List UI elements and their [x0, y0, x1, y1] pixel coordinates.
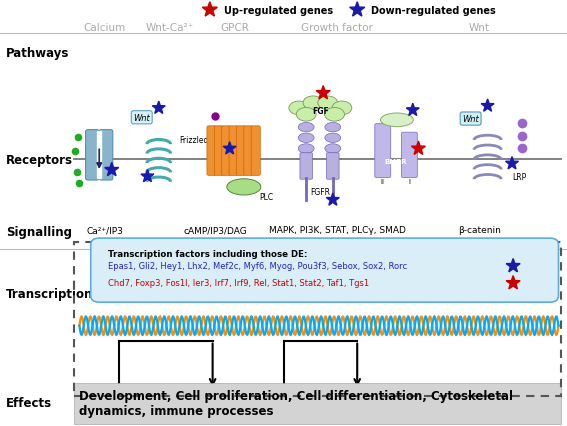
Ellipse shape: [380, 114, 413, 127]
FancyBboxPatch shape: [229, 127, 238, 176]
Polygon shape: [407, 104, 419, 116]
Ellipse shape: [296, 108, 316, 122]
Text: Down-regulated genes: Down-regulated genes: [371, 6, 496, 16]
Text: Up-regulated genes: Up-regulated genes: [224, 6, 333, 16]
FancyBboxPatch shape: [214, 127, 223, 176]
Polygon shape: [350, 3, 365, 17]
Text: G-protein: G-protein: [229, 185, 259, 190]
Polygon shape: [506, 276, 520, 289]
Polygon shape: [97, 132, 101, 179]
Text: Development, Cell proliferation, Cell differentiation, Cytoskeletal
dynamics, im: Development, Cell proliferation, Cell di…: [79, 389, 513, 417]
Polygon shape: [506, 157, 518, 170]
Ellipse shape: [298, 144, 314, 154]
Polygon shape: [223, 142, 236, 155]
Polygon shape: [202, 3, 217, 17]
FancyBboxPatch shape: [300, 153, 312, 180]
Text: Wnt: Wnt: [468, 23, 490, 33]
Text: Signalling: Signalling: [6, 226, 71, 239]
Polygon shape: [105, 163, 119, 176]
FancyBboxPatch shape: [327, 153, 339, 180]
FancyBboxPatch shape: [86, 130, 99, 181]
Polygon shape: [327, 193, 339, 206]
Text: BMP: BMP: [387, 116, 407, 125]
Ellipse shape: [325, 144, 341, 154]
Ellipse shape: [289, 102, 308, 115]
FancyBboxPatch shape: [91, 239, 558, 302]
Text: GPCR: GPCR: [221, 23, 249, 33]
Text: Pathways: Pathways: [6, 47, 69, 60]
Ellipse shape: [303, 97, 323, 110]
Text: Effects: Effects: [6, 396, 52, 409]
Text: β-catenin: β-catenin: [458, 225, 501, 235]
Text: cAMP/IP3/DAG: cAMP/IP3/DAG: [184, 225, 247, 235]
Text: Chd7, Foxp3, Fos1l, Ier3, Irf7, Irf9, Rel, Stat1, Stat2, Taf1, Tgs1: Chd7, Foxp3, Fos1l, Ier3, Irf7, Irf9, Re…: [108, 279, 369, 288]
FancyBboxPatch shape: [74, 383, 561, 424]
Ellipse shape: [227, 179, 261, 196]
Text: MAPK, PI3K, STAT, PLCγ, SMAD: MAPK, PI3K, STAT, PLCγ, SMAD: [269, 225, 406, 235]
FancyBboxPatch shape: [244, 127, 253, 176]
Ellipse shape: [318, 97, 338, 110]
Text: LRP: LRP: [512, 172, 526, 181]
FancyBboxPatch shape: [375, 124, 391, 178]
Text: PLC: PLC: [260, 193, 273, 202]
Text: Transcription factors including those DE:: Transcription factors including those DE…: [108, 249, 307, 258]
Text: Wnt: Wnt: [133, 113, 150, 123]
Text: BMPR: BMPR: [384, 159, 407, 165]
Text: FGFR: FGFR: [310, 187, 331, 196]
FancyBboxPatch shape: [207, 127, 216, 176]
Polygon shape: [153, 102, 165, 114]
Text: Wnt-Ca²⁺: Wnt-Ca²⁺: [146, 23, 194, 33]
FancyBboxPatch shape: [401, 133, 417, 178]
Text: Epas1, Gli2, Hey1, Lhx2, Mef2c, Myf6, Myog, Pou3f3, Sebox, Sox2, Rorc: Epas1, Gli2, Hey1, Lhx2, Mef2c, Myf6, My…: [108, 262, 407, 271]
Polygon shape: [412, 142, 425, 155]
Polygon shape: [141, 170, 154, 182]
FancyBboxPatch shape: [99, 130, 113, 181]
Text: Wnt: Wnt: [462, 115, 479, 124]
FancyBboxPatch shape: [251, 127, 260, 176]
Text: FGF: FGF: [312, 106, 329, 115]
Text: Ca²⁺/IP3: Ca²⁺/IP3: [86, 225, 124, 235]
Ellipse shape: [325, 123, 341, 132]
Ellipse shape: [298, 123, 314, 132]
Polygon shape: [316, 86, 330, 100]
Text: Calcium: Calcium: [84, 23, 126, 33]
Ellipse shape: [298, 134, 314, 143]
FancyBboxPatch shape: [236, 127, 246, 176]
Polygon shape: [506, 259, 520, 272]
Ellipse shape: [324, 108, 344, 122]
FancyBboxPatch shape: [222, 127, 231, 176]
Text: Frizzled: Frizzled: [180, 136, 209, 145]
Ellipse shape: [325, 134, 341, 143]
Text: Transcription: Transcription: [6, 288, 93, 300]
Text: Receptors: Receptors: [6, 153, 73, 166]
Ellipse shape: [332, 102, 352, 115]
Text: II: II: [380, 179, 385, 185]
Polygon shape: [481, 100, 494, 112]
Text: Growth factor: Growth factor: [302, 23, 373, 33]
Text: I: I: [408, 179, 411, 185]
